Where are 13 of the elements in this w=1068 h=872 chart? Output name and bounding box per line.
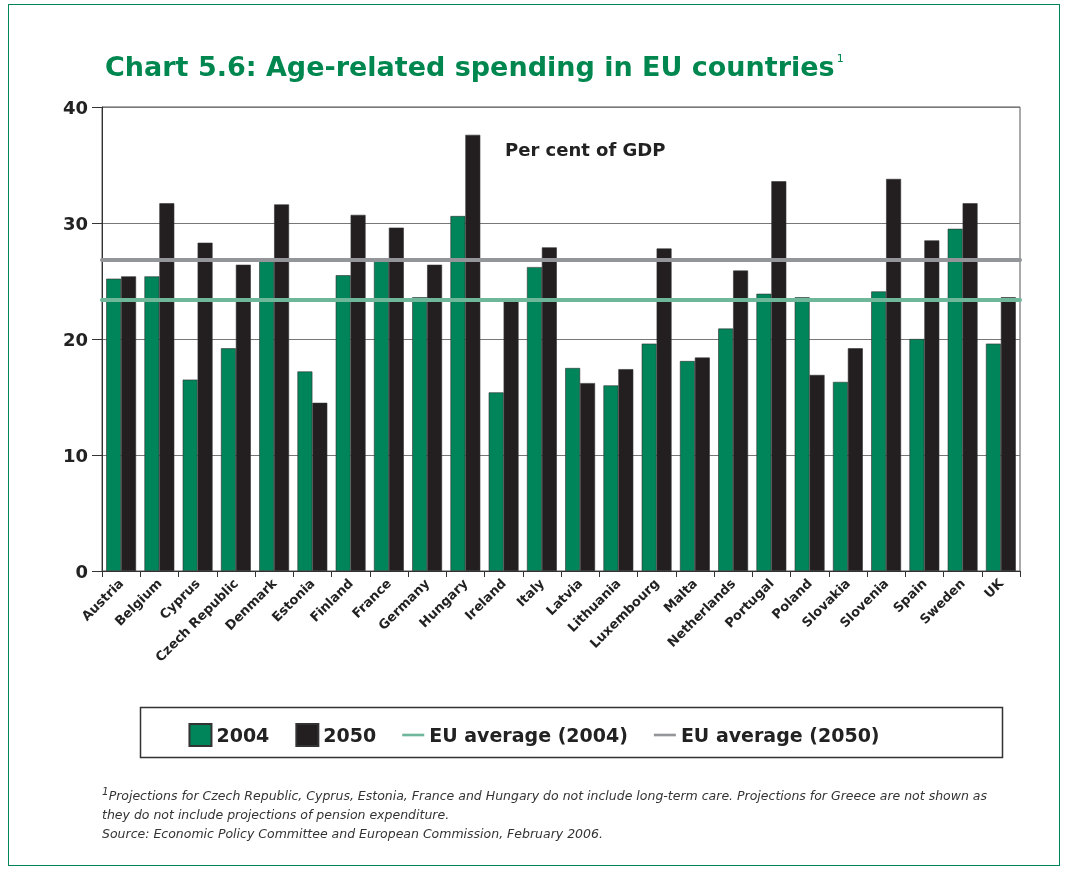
y-tick-label: 10	[62, 444, 88, 466]
legend-label: EU average (2004)	[429, 724, 628, 746]
legend-label: EU average (2050)	[680, 724, 880, 746]
y-tick-label: 20	[62, 328, 88, 350]
legend-label: 2004	[216, 724, 270, 746]
y-tick-label: 30	[62, 212, 88, 234]
x-tick-label: UK	[981, 575, 1007, 601]
y-tick-label: 0	[75, 560, 88, 582]
text: $^{1}$Projections for Czech Republic, Cyprus, Estonia, France and Hungary do not include long-term care. Projections for Greece are not shown as they do not include projections of pension expenditure.	[102, 784, 988, 825]
y-axis-title: Per cent of GDP	[505, 138, 666, 160]
legend-label: 2050	[323, 724, 377, 746]
source-note: Source: Economic Policy Committee and European Commission, February 2006.	[102, 825, 604, 844]
y-tick-label: 40	[62, 96, 88, 118]
